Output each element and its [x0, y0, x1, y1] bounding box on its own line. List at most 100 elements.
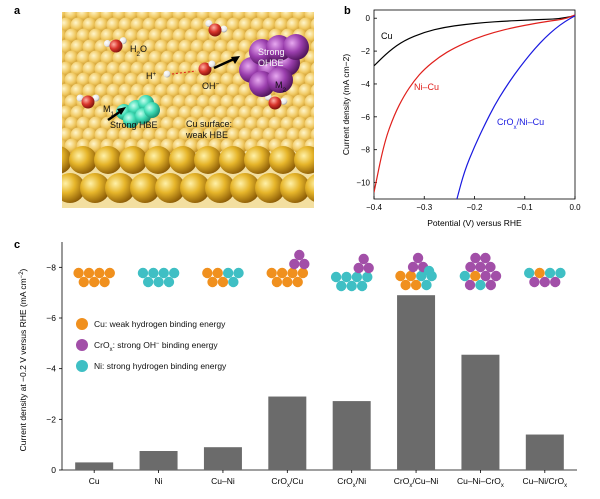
x-tick-label: Cu–Ni–CrOx — [457, 476, 504, 489]
cu-surface-atom — [286, 105, 302, 121]
cu-surface-atom — [70, 61, 86, 77]
cu-surface-atom — [226, 127, 242, 143]
x-tick-label: Cu–Ni/CrOx — [523, 476, 568, 489]
cu-surface-atom — [172, 116, 188, 132]
cu-surface-atom — [178, 105, 194, 121]
cu-surface-atom — [142, 17, 158, 33]
cu-surface-atom — [178, 61, 194, 77]
cu-surface-atom — [64, 28, 80, 44]
cu-surface-atom — [130, 83, 146, 99]
structure-atom — [233, 267, 244, 279]
cu-surface-atom — [130, 61, 146, 77]
panel-a-letter: a — [14, 5, 21, 17]
cu-surface-atom — [220, 116, 236, 132]
structure-atom — [153, 276, 164, 288]
cu-surface-atom — [100, 72, 116, 88]
cu-surface-atom — [286, 127, 302, 143]
cu-surface-atom — [76, 28, 92, 44]
x-tick-label: −0.2 — [467, 203, 483, 212]
structure-atom — [228, 276, 239, 288]
h-plus-label: H+ — [146, 71, 157, 82]
cu-surface-atom — [178, 127, 194, 143]
structure-atom — [410, 279, 422, 291]
cu-surface-atom — [172, 94, 188, 110]
cu-surface-atom — [154, 39, 170, 55]
cu-surface-atom — [274, 17, 290, 33]
cu-surface-atom — [190, 83, 206, 99]
structure-atom — [282, 276, 293, 288]
cu-surface-atom — [70, 127, 86, 143]
cu-surface-atom — [286, 17, 302, 33]
cu-surface-atom — [214, 105, 230, 121]
x-tick-label: CrOx/Ni — [337, 476, 366, 489]
structure-atom — [485, 261, 496, 273]
cu-surface-atom — [268, 116, 284, 132]
structure-atom — [158, 267, 169, 279]
cu-surface-atom — [226, 83, 242, 99]
cu-surface-atom — [136, 28, 152, 44]
cu-bulk-atom — [105, 173, 135, 203]
water-molecule — [103, 37, 127, 53]
cu-surface-label-line1: Cu surface: — [186, 119, 232, 129]
legend-marker — [76, 318, 88, 330]
cu-surface-atom — [82, 127, 98, 143]
cu-surface-atom — [220, 50, 236, 66]
structure-atom — [168, 267, 180, 279]
cu-surface-atom — [310, 18, 314, 32]
cu-surface-atom — [124, 72, 140, 88]
cu-surface-atom — [172, 50, 188, 66]
series-line — [374, 15, 575, 67]
cu-surface-atom — [310, 40, 314, 54]
structure-atom — [470, 270, 481, 282]
structure-atom — [88, 276, 100, 288]
structure-atom — [346, 280, 357, 292]
cu-surface-atom — [112, 50, 128, 66]
cu-bulk-atom — [230, 173, 260, 203]
cu-bulk-atom — [219, 146, 247, 174]
crox-atom — [267, 67, 293, 93]
cu-surface-atom — [310, 84, 314, 98]
cu-surface-atom — [274, 105, 290, 121]
structure-atom — [163, 276, 175, 288]
cu-surface-atom — [238, 127, 254, 143]
bar — [332, 401, 371, 470]
y-axis-label: Current density (mA cm−2) — [341, 54, 351, 155]
x-axis-label: Potential (V) versus RHE — [427, 218, 522, 228]
structure-atom — [475, 261, 486, 273]
panel-b-chart: −0.4 −0.3 −0.2 −0.1 0.0 0 −2 −4 −6 −8 −10 Potential… — [341, 9, 581, 228]
cu-surface-atom — [64, 50, 80, 66]
structure-atom — [485, 279, 497, 291]
cu-surface-atom — [214, 39, 230, 55]
cu-surface-atom — [202, 105, 218, 121]
structure-atom — [470, 252, 481, 264]
structure-atom — [276, 267, 288, 279]
cu-surface-atom — [94, 17, 110, 33]
legend-label: CrOx: strong OH− binding energy — [94, 340, 218, 353]
cu-surface-atom — [130, 17, 146, 33]
cu-surface-atom — [88, 28, 104, 44]
structure-atom — [524, 267, 535, 279]
bar — [461, 354, 500, 470]
strong-hbe-label: Strong HBE — [110, 120, 158, 130]
structure-atom — [289, 258, 300, 270]
cu-surface-atom — [100, 28, 116, 44]
y-tick-label: −8 — [361, 146, 371, 155]
structure-atom — [142, 276, 154, 288]
cu-surface-atom — [166, 39, 182, 55]
structure-atom — [358, 253, 369, 265]
structure-atom — [78, 276, 89, 288]
y-tick-label: 0 — [366, 14, 371, 23]
cu-surface-atom — [208, 72, 224, 88]
cu-surface-atom — [196, 28, 212, 44]
oh-minus-label: OH− — [202, 81, 220, 92]
structure-atom — [341, 271, 352, 283]
legend: Cu: weak hydrogen binding energy CrOx: st… — [76, 318, 227, 372]
cu-surface-atom — [160, 116, 176, 132]
cu-surface-atom — [118, 83, 134, 99]
cu-surface-atom — [298, 127, 314, 143]
cu-surface-atom — [208, 94, 224, 110]
cu-surface-label-line2: weak HBE — [185, 130, 228, 140]
cu-surface-atom — [94, 105, 110, 121]
legend-marker — [76, 360, 88, 372]
structure-atom — [464, 279, 476, 291]
